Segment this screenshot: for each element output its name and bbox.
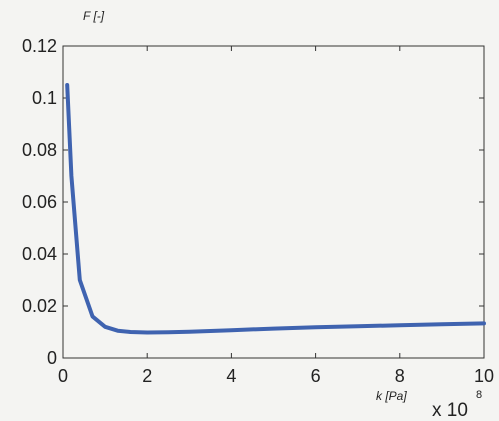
y-tick-label: 0.04	[22, 244, 57, 264]
y-tick-label: 0.02	[22, 296, 57, 316]
x-tick-label: 8	[395, 366, 405, 386]
y-tick-label: 0.12	[22, 36, 57, 56]
x-tick-label: 6	[311, 366, 321, 386]
data-point	[398, 323, 402, 327]
y-tick-label: 0.06	[22, 192, 57, 212]
x-tick-label: 2	[142, 366, 152, 386]
data-point	[187, 330, 191, 334]
data-point	[166, 330, 170, 334]
data-point	[272, 327, 275, 331]
data-point	[69, 174, 73, 178]
y-tick-label: 0.1	[32, 88, 57, 108]
data-point	[78, 278, 82, 282]
y-tick-label: 0	[47, 348, 57, 368]
series-line	[65, 83, 486, 335]
data-point	[482, 321, 486, 325]
data-point	[356, 324, 360, 328]
data-point	[103, 325, 107, 329]
x-axis-multiplier: x 10	[432, 400, 468, 416]
x-tick-label: 4	[226, 366, 236, 386]
data-point	[90, 314, 94, 318]
x-axis-multiplier-exponent: 8	[476, 389, 482, 401]
data-point	[65, 83, 69, 87]
data-point	[145, 331, 149, 335]
y-axis-label: F [-]	[83, 9, 105, 23]
x-tick-label: 0	[58, 366, 68, 386]
x-tick-label: 10	[474, 366, 494, 386]
data-point	[440, 322, 444, 326]
y-tick-label: 0.08	[22, 140, 57, 160]
x-axis-label: k [Pa]	[376, 389, 407, 403]
data-point	[314, 325, 318, 329]
data-point	[128, 330, 132, 334]
data-point	[116, 329, 120, 333]
plot-frame	[62, 45, 485, 359]
data-point	[229, 328, 233, 332]
